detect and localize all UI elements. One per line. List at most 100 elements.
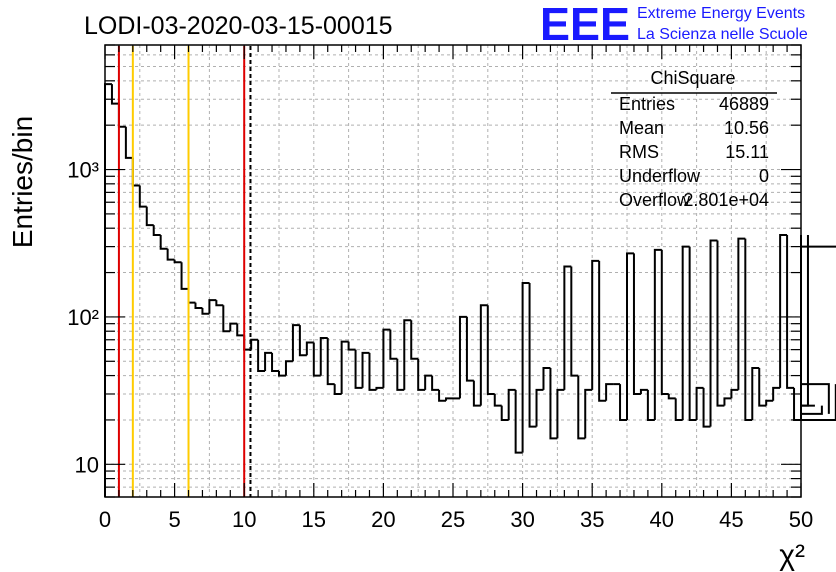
histogram-bin bbox=[222, 305, 231, 333]
x-tick-label: 0 bbox=[99, 507, 111, 532]
histogram-bin bbox=[674, 398, 683, 421]
x-tick-label: 10 bbox=[232, 507, 256, 532]
histogram-bin bbox=[681, 245, 690, 420]
histogram-bin bbox=[765, 399, 774, 406]
y-axis: 10 10² 10³ bbox=[67, 44, 801, 498]
histogram-bin bbox=[424, 374, 433, 390]
histogram-bin bbox=[396, 358, 405, 391]
histogram-bin bbox=[438, 389, 447, 402]
histogram-bin bbox=[403, 319, 412, 390]
stats-label: Mean bbox=[619, 118, 664, 138]
x-tick-label: 25 bbox=[441, 507, 465, 532]
histogram-bin bbox=[702, 387, 711, 428]
histogram-bin bbox=[723, 397, 732, 406]
histogram-bin bbox=[472, 380, 481, 407]
histogram-bin bbox=[716, 240, 725, 407]
stats-label: Underflow bbox=[619, 166, 701, 186]
x-tick-label: 40 bbox=[650, 507, 674, 532]
stats-label: Entries bbox=[619, 94, 675, 114]
histogram-bin bbox=[257, 339, 266, 372]
histogram-bin bbox=[695, 386, 704, 420]
threshold-lines bbox=[117, 46, 252, 497]
histogram-bin bbox=[159, 234, 168, 250]
histogram-bin bbox=[639, 388, 648, 394]
histogram-bin bbox=[528, 282, 537, 428]
chart-title: LODI-03-2020-03-15-00015 bbox=[84, 12, 393, 40]
histogram-bin bbox=[278, 370, 286, 377]
logo-line-1: Extreme Energy Events bbox=[637, 5, 805, 22]
histogram-bin bbox=[556, 388, 565, 439]
histogram-bin bbox=[598, 260, 607, 402]
stats-value: 0 bbox=[759, 166, 769, 186]
histogram-bin bbox=[124, 126, 133, 159]
logo-line-2: La Scienza nelle Scuole bbox=[637, 26, 808, 43]
histogram-bin bbox=[361, 351, 370, 388]
stats-value: 46889 bbox=[719, 94, 769, 114]
histogram-bin bbox=[271, 352, 279, 372]
histogram-bin bbox=[801, 383, 830, 414]
histogram-bin bbox=[410, 320, 419, 360]
x-tick-label: 35 bbox=[580, 507, 604, 532]
histogram-bin bbox=[215, 300, 224, 307]
histogram-bin bbox=[187, 288, 196, 304]
x-tick-label: 50 bbox=[789, 507, 813, 532]
histogram-bin bbox=[507, 388, 516, 420]
histogram-bin bbox=[250, 338, 259, 350]
histogram-bin bbox=[801, 245, 836, 248]
histogram-bin bbox=[180, 262, 189, 290]
y-axis-title: Entries/bin bbox=[7, 116, 38, 248]
histogram-bin bbox=[305, 341, 314, 356]
histogram-bin bbox=[772, 386, 781, 401]
histogram-bin bbox=[354, 349, 363, 389]
histogram-bin bbox=[801, 405, 823, 415]
x-tick-label: 30 bbox=[510, 507, 534, 532]
histogram-bin bbox=[632, 253, 641, 395]
histogram-bin bbox=[514, 389, 523, 454]
histogram-bin bbox=[737, 237, 746, 390]
histogram-bin bbox=[117, 103, 126, 128]
histogram-bin bbox=[229, 322, 238, 332]
histogram-bin bbox=[173, 259, 182, 264]
histogram-bin bbox=[619, 384, 627, 421]
histogram-bin bbox=[104, 83, 112, 497]
histogram-bin bbox=[563, 265, 572, 390]
histogram-bin bbox=[110, 84, 119, 105]
histogram-bin bbox=[801, 234, 809, 407]
histogram-bin bbox=[264, 351, 273, 371]
stats-label: Overflow bbox=[619, 190, 691, 210]
histogram-bin bbox=[152, 225, 161, 236]
histogram-bin bbox=[291, 324, 300, 362]
histogram-bin bbox=[521, 281, 530, 453]
histogram-bin bbox=[793, 387, 801, 421]
histogram-bin bbox=[312, 342, 321, 377]
histogram-bin bbox=[744, 238, 753, 421]
histogram-bin bbox=[458, 315, 467, 399]
x-tick-label: 5 bbox=[168, 507, 180, 532]
histogram-bin bbox=[326, 337, 335, 386]
eee-logo: EEE Extreme Energy Events La Scienza nel… bbox=[540, 0, 808, 50]
histogram-bin bbox=[465, 316, 474, 382]
histogram-bin bbox=[653, 248, 662, 420]
logo-mark: EEE bbox=[540, 0, 630, 50]
grid bbox=[104, 44, 802, 498]
histogram-bin bbox=[284, 360, 293, 376]
histogram-bin bbox=[340, 340, 349, 394]
histogram-bin bbox=[591, 259, 600, 390]
histogram-bin bbox=[549, 368, 558, 440]
histogram-bin bbox=[584, 388, 593, 439]
histogram-bin bbox=[605, 383, 614, 401]
x-tick-label: 15 bbox=[302, 507, 326, 532]
histogram-bin bbox=[431, 375, 440, 391]
histogram-bin bbox=[298, 325, 307, 357]
histogram-bin bbox=[786, 234, 795, 389]
histogram-bin bbox=[758, 368, 767, 407]
histogram-bin bbox=[486, 305, 495, 395]
histogram-bin bbox=[389, 329, 398, 360]
histogram-bin bbox=[347, 341, 356, 351]
histogram-bin bbox=[493, 393, 502, 407]
histogram-bin bbox=[779, 233, 788, 388]
histogram-bin bbox=[166, 248, 175, 261]
histogram-bin bbox=[201, 307, 210, 315]
x-axis-title: χ² bbox=[779, 539, 805, 572]
histogram-bin bbox=[375, 386, 384, 390]
